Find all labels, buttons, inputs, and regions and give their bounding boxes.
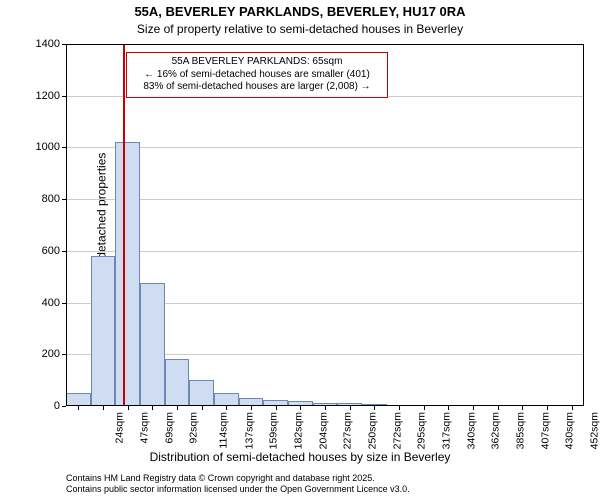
- x-tick-mark: [325, 406, 326, 410]
- histogram-bar: [214, 393, 239, 406]
- x-tick-label: 295sqm: [416, 412, 428, 449]
- y-tick-label: 200: [10, 348, 60, 360]
- x-tick-mark: [78, 406, 79, 410]
- annotation-line1: 55A BEVERLEY PARKLANDS: 65sqm: [133, 56, 381, 69]
- histogram-bar: [239, 398, 264, 406]
- y-tick-label: 600: [10, 245, 60, 257]
- histogram-bar: [165, 359, 190, 406]
- x-tick-mark: [251, 406, 252, 410]
- x-tick-label: 407sqm: [539, 412, 551, 449]
- annotation-line3: 83% of semi-detached houses are larger (…: [133, 81, 381, 94]
- chart-subtitle: Size of property relative to semi-detach…: [0, 22, 600, 36]
- y-tick-mark: [62, 199, 66, 200]
- x-tick-mark: [572, 406, 573, 410]
- x-tick-label: 24sqm: [114, 412, 126, 444]
- x-tick-mark: [152, 406, 153, 410]
- x-tick-mark: [473, 406, 474, 410]
- x-tick-mark: [276, 406, 277, 410]
- histogram-bar: [91, 256, 116, 406]
- x-tick-label: 272sqm: [391, 412, 403, 449]
- x-tick-mark: [177, 406, 178, 410]
- x-tick-mark: [350, 406, 351, 410]
- histogram-bar: [115, 142, 140, 406]
- y-tick-mark: [62, 251, 66, 252]
- x-tick-mark: [374, 406, 375, 410]
- x-tick-label: 137sqm: [243, 412, 255, 449]
- chart-title: 55A, BEVERLEY PARKLANDS, BEVERLEY, HU17 …: [0, 4, 600, 19]
- x-tick-mark: [522, 406, 523, 410]
- x-tick-label: 362sqm: [490, 412, 502, 449]
- attribution-line2: Contains public sector information licen…: [66, 484, 410, 496]
- x-tick-mark: [547, 406, 548, 410]
- grid-line: [66, 147, 584, 148]
- x-tick-mark: [300, 406, 301, 410]
- y-tick-mark: [62, 44, 66, 45]
- x-tick-label: 114sqm: [218, 412, 230, 449]
- x-tick-label: 385sqm: [514, 412, 526, 449]
- grid-line: [66, 199, 584, 200]
- histogram-bar: [140, 283, 165, 406]
- annotation-line2: ← 16% of semi-detached houses are smalle…: [133, 69, 381, 82]
- x-tick-mark: [226, 406, 227, 410]
- histogram-bar: [189, 380, 214, 406]
- histogram-bar: [66, 393, 91, 406]
- x-tick-label: 452sqm: [588, 412, 600, 449]
- x-tick-label: 317sqm: [440, 412, 452, 449]
- y-tick-label: 1000: [10, 141, 60, 153]
- property-size-chart: 55A, BEVERLEY PARKLANDS, BEVERLEY, HU17 …: [0, 0, 600, 500]
- x-tick-mark: [128, 406, 129, 410]
- y-tick-label: 1200: [10, 90, 60, 102]
- x-tick-mark: [399, 406, 400, 410]
- x-tick-mark: [202, 406, 203, 410]
- y-tick-label: 0: [10, 400, 60, 412]
- y-tick-mark: [62, 354, 66, 355]
- y-tick-mark: [62, 147, 66, 148]
- x-tick-label: 69sqm: [163, 412, 175, 444]
- y-tick-mark: [62, 406, 66, 407]
- y-tick-label: 800: [10, 193, 60, 205]
- x-tick-label: 159sqm: [268, 412, 280, 449]
- x-tick-label: 47sqm: [139, 412, 151, 444]
- y-tick-label: 400: [10, 297, 60, 309]
- x-tick-mark: [448, 406, 449, 410]
- x-tick-label: 92sqm: [188, 412, 200, 444]
- property-marker-line: [123, 44, 125, 406]
- y-tick-mark: [62, 96, 66, 97]
- x-tick-label: 182sqm: [292, 412, 304, 449]
- attribution: Contains HM Land Registry data © Crown c…: [66, 473, 410, 496]
- y-tick-mark: [62, 303, 66, 304]
- x-tick-label: 204sqm: [317, 412, 329, 449]
- x-tick-label: 430sqm: [564, 412, 576, 449]
- x-tick-mark: [424, 406, 425, 410]
- x-tick-mark: [498, 406, 499, 410]
- x-axis-label: Distribution of semi-detached houses by …: [0, 450, 600, 464]
- grid-line: [66, 251, 584, 252]
- annotation-box: 55A BEVERLEY PARKLANDS: 65sqm ← 16% of s…: [126, 52, 388, 98]
- x-tick-label: 340sqm: [465, 412, 477, 449]
- plot-area: 55A BEVERLEY PARKLANDS: 65sqm ← 16% of s…: [66, 44, 584, 406]
- y-tick-label: 1400: [10, 38, 60, 50]
- x-tick-label: 250sqm: [366, 412, 378, 449]
- x-tick-mark: [103, 406, 104, 410]
- attribution-line1: Contains HM Land Registry data © Crown c…: [66, 473, 410, 485]
- x-tick-label: 227sqm: [342, 412, 354, 449]
